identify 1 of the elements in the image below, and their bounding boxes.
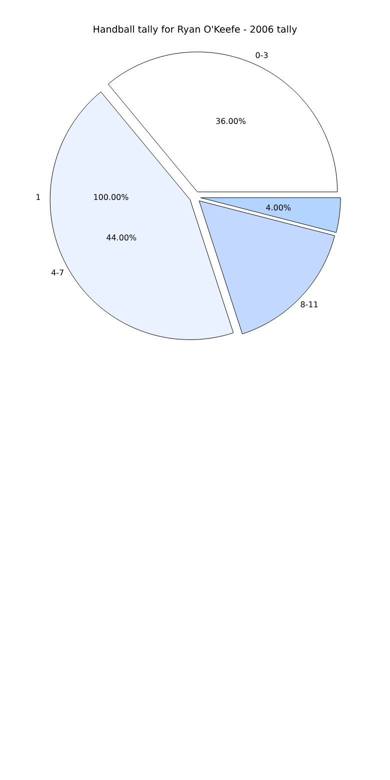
chart-title: Handball tally for Ryan O'Keefe - 2006 tally xyxy=(94,25,297,35)
